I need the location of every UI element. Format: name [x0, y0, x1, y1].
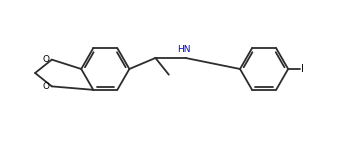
Text: O: O	[42, 55, 49, 64]
Text: HN: HN	[177, 45, 191, 54]
Text: O: O	[42, 82, 49, 91]
Text: I: I	[301, 64, 304, 74]
